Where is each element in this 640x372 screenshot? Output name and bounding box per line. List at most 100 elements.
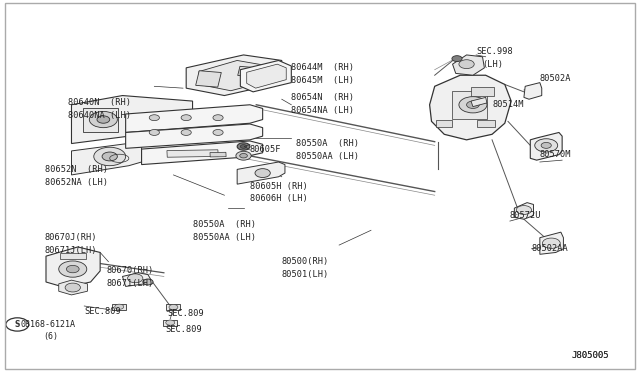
Bar xyxy=(436,119,452,127)
Bar xyxy=(167,150,218,157)
Text: 80514M: 80514M xyxy=(492,100,524,109)
Text: 80671(LH): 80671(LH) xyxy=(106,279,154,288)
Text: 80640N  (RH): 80640N (RH) xyxy=(68,99,131,108)
Circle shape xyxy=(213,115,223,121)
Circle shape xyxy=(541,142,551,148)
Text: SEC.998: SEC.998 xyxy=(476,47,513,56)
Circle shape xyxy=(59,261,87,277)
Text: 80550A  (RH): 80550A (RH) xyxy=(193,220,255,229)
Text: J805005: J805005 xyxy=(572,350,609,360)
Text: 80550AA (LH): 80550AA (LH) xyxy=(296,152,359,161)
Text: 80644M  (RH): 80644M (RH) xyxy=(291,63,355,72)
Circle shape xyxy=(127,274,143,283)
Bar xyxy=(471,87,493,96)
Text: 80502AA: 80502AA xyxy=(532,244,568,253)
Polygon shape xyxy=(531,132,562,160)
Bar xyxy=(477,119,495,127)
Circle shape xyxy=(241,145,246,148)
Circle shape xyxy=(542,238,560,248)
Polygon shape xyxy=(515,203,534,219)
Text: (LH): (LH) xyxy=(483,60,504,69)
Text: J805005: J805005 xyxy=(572,350,609,360)
Text: S: S xyxy=(15,320,20,329)
Polygon shape xyxy=(72,142,141,175)
Text: 80654NA (LH): 80654NA (LH) xyxy=(291,106,355,115)
Polygon shape xyxy=(471,97,487,107)
Text: SEC.809: SEC.809 xyxy=(166,326,202,334)
Bar xyxy=(210,152,226,157)
Circle shape xyxy=(236,151,251,160)
Polygon shape xyxy=(59,280,88,295)
Circle shape xyxy=(149,115,159,121)
Text: 80671J(LH): 80671J(LH) xyxy=(45,246,97,255)
Bar xyxy=(452,91,487,119)
Text: 80654N  (RH): 80654N (RH) xyxy=(291,93,355,102)
Bar xyxy=(163,320,177,326)
Text: SEC.809: SEC.809 xyxy=(167,309,204,318)
Polygon shape xyxy=(524,83,541,99)
Polygon shape xyxy=(540,232,563,254)
Circle shape xyxy=(459,97,487,113)
Text: 80500(RH): 80500(RH) xyxy=(282,257,329,266)
Text: 80605F: 80605F xyxy=(250,145,282,154)
Polygon shape xyxy=(72,96,193,144)
Text: 80605H (RH): 80605H (RH) xyxy=(250,182,308,190)
Polygon shape xyxy=(429,75,511,140)
Circle shape xyxy=(149,129,159,135)
Circle shape xyxy=(213,129,223,135)
Bar xyxy=(112,304,126,310)
Circle shape xyxy=(169,305,178,310)
Circle shape xyxy=(143,279,153,285)
Circle shape xyxy=(237,143,250,150)
Text: 80652NA (LH): 80652NA (LH) xyxy=(45,178,108,187)
Text: 80501(LH): 80501(LH) xyxy=(282,270,329,279)
Text: 80670(RH): 80670(RH) xyxy=(106,266,154,275)
Text: 80572U: 80572U xyxy=(510,211,541,220)
Bar xyxy=(83,108,118,132)
Circle shape xyxy=(467,101,479,109)
Text: 08168-6121A: 08168-6121A xyxy=(20,320,76,329)
Circle shape xyxy=(90,112,117,128)
Text: 80570M: 80570M xyxy=(540,150,572,159)
Polygon shape xyxy=(241,61,291,92)
Circle shape xyxy=(65,283,81,292)
Circle shape xyxy=(459,60,474,68)
Polygon shape xyxy=(125,105,262,132)
Polygon shape xyxy=(46,247,100,288)
Circle shape xyxy=(166,320,175,325)
Circle shape xyxy=(452,56,462,62)
Text: 80652N  (RH): 80652N (RH) xyxy=(45,165,108,174)
Circle shape xyxy=(181,115,191,121)
Polygon shape xyxy=(452,55,484,75)
Bar xyxy=(60,253,86,259)
Text: 80606H (LH): 80606H (LH) xyxy=(250,195,308,203)
Circle shape xyxy=(67,265,79,273)
Text: 80640NA (LH): 80640NA (LH) xyxy=(68,111,131,121)
Circle shape xyxy=(516,206,532,214)
Text: (6): (6) xyxy=(43,332,58,341)
Circle shape xyxy=(94,147,125,166)
Polygon shape xyxy=(237,162,285,184)
Polygon shape xyxy=(125,124,262,148)
Text: 80645M  (LH): 80645M (LH) xyxy=(291,76,355,85)
Circle shape xyxy=(97,116,109,123)
Circle shape xyxy=(115,304,124,310)
Bar xyxy=(166,304,180,310)
Circle shape xyxy=(240,154,247,158)
Text: 80550A  (RH): 80550A (RH) xyxy=(296,139,359,148)
Text: 80670J(RH): 80670J(RH) xyxy=(45,233,97,242)
Bar xyxy=(196,71,221,87)
Text: 80550AA (LH): 80550AA (LH) xyxy=(193,233,255,242)
Circle shape xyxy=(255,169,270,177)
Circle shape xyxy=(181,129,191,135)
Polygon shape xyxy=(186,55,282,96)
Circle shape xyxy=(102,152,117,161)
Polygon shape xyxy=(141,141,262,164)
Circle shape xyxy=(535,139,557,152)
Polygon shape xyxy=(122,273,151,286)
Bar xyxy=(237,66,256,77)
Polygon shape xyxy=(246,64,286,88)
Polygon shape xyxy=(199,61,269,91)
Text: 80502A: 80502A xyxy=(540,74,572,83)
Text: SEC.809: SEC.809 xyxy=(84,307,121,316)
